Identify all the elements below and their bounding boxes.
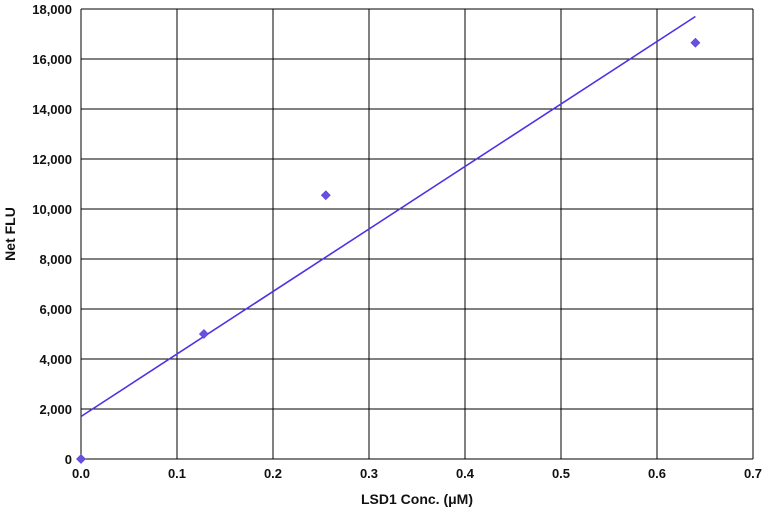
data-point xyxy=(198,329,209,339)
x-tick-label: 0.5 xyxy=(552,466,570,481)
data-points xyxy=(76,37,701,464)
y-tick-label: 12,000 xyxy=(32,152,72,167)
y-tick-label: 4,000 xyxy=(39,352,72,367)
y-axis-title: Net FLU xyxy=(2,207,18,261)
y-tick-label: 16,000 xyxy=(32,52,72,67)
plot-area xyxy=(81,9,753,459)
y-tick-label: 8,000 xyxy=(39,252,72,267)
y-tick-label: 10,000 xyxy=(32,202,72,217)
data-point xyxy=(76,454,86,464)
x-tick-label: 0.4 xyxy=(456,466,475,481)
y-tick-label: 14,000 xyxy=(32,102,72,117)
y-tick-label: 18,000 xyxy=(32,2,72,17)
y-axis-ticks: 0 2,000 4,000 6,000 8,000 10,000 12,000 14,000 1… xyxy=(32,2,72,467)
trendline xyxy=(80,15,696,418)
x-tick-label: 0.0 xyxy=(72,466,90,481)
x-tick-label: 0.3 xyxy=(360,466,378,481)
x-tick-label: 0.2 xyxy=(264,466,282,481)
trendline-group xyxy=(80,15,696,418)
x-tick-label: 0.1 xyxy=(168,466,186,481)
y-tick-label: 0 xyxy=(65,452,72,467)
gridlines xyxy=(80,8,754,460)
x-axis-title: LSD1 Conc. (μM) xyxy=(361,491,473,507)
y-tick-label: 6,000 xyxy=(39,302,72,317)
x-axis-ticks: 0.0 0.1 0.2 0.3 0.4 0.5 0.6 0.7 xyxy=(72,466,762,481)
data-point xyxy=(690,37,701,48)
x-tick-label: 0.7 xyxy=(744,466,762,481)
y-tick-label: 2,000 xyxy=(39,402,72,417)
data-point xyxy=(320,190,331,201)
x-tick-label: 0.6 xyxy=(648,466,666,481)
